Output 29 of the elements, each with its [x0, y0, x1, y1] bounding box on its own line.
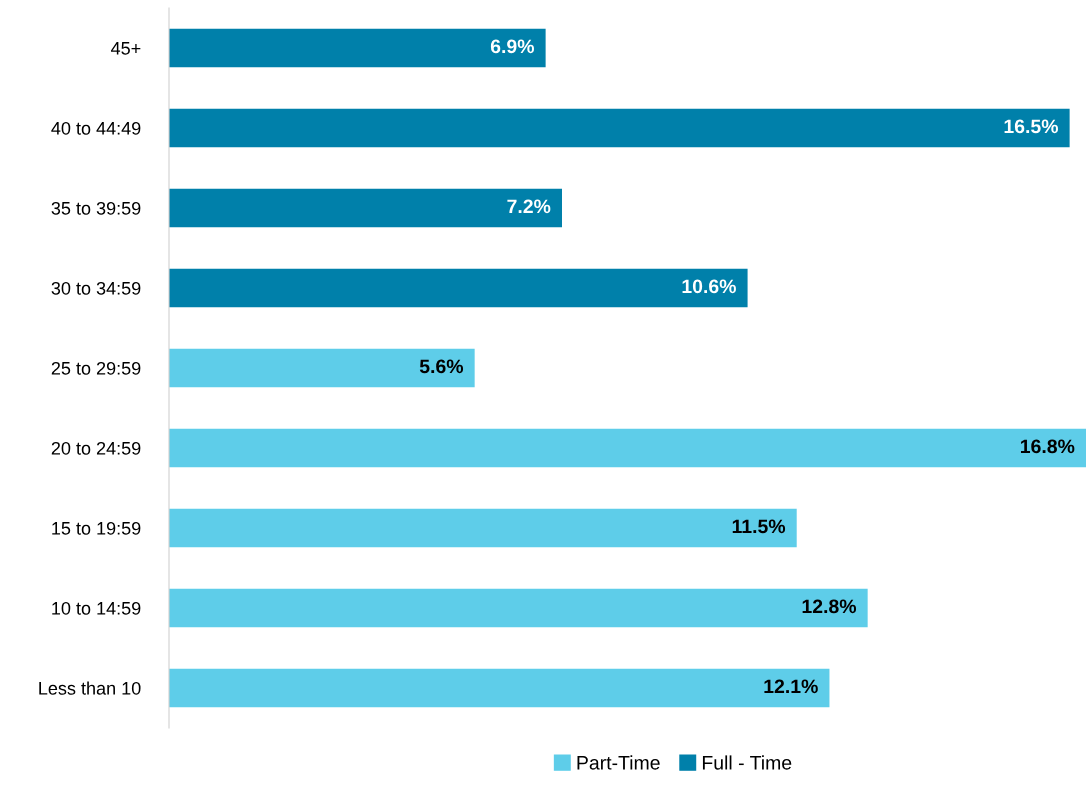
y-tick-label: 30 to 34:59 — [51, 281, 141, 295]
bar — [169, 428, 1086, 468]
data-label: 16.8% — [1020, 439, 1075, 454]
data-label: 7.2% — [507, 199, 551, 214]
y-tick-label: 20 to 24:59 — [51, 441, 141, 455]
data-label: 12.1% — [764, 679, 818, 694]
data-label: 16.5% — [1004, 119, 1058, 134]
data-label: 5.6% — [419, 359, 464, 374]
bar — [169, 508, 797, 548]
legend-label: Part-Time — [577, 755, 660, 770]
bar — [169, 28, 546, 68]
data-label: 11.5% — [732, 519, 786, 534]
bar — [169, 188, 562, 228]
data-label: 6.9% — [490, 39, 534, 54]
data-label: 12.8% — [802, 599, 857, 614]
legend-label: Full - Time — [702, 755, 792, 770]
bar — [169, 268, 748, 308]
bar — [169, 588, 868, 628]
data-label: 10.6% — [682, 279, 736, 294]
y-tick-label: 25 to 29:59 — [51, 361, 141, 375]
y-tick-label: 40 to 44:49 — [51, 121, 141, 135]
y-tick-label: 45+ — [111, 42, 141, 55]
y-tick-label: 35 to 39:59 — [51, 201, 141, 215]
bar — [169, 108, 1070, 148]
bar — [169, 348, 475, 388]
y-tick-label: 10 to 14:59 — [52, 601, 141, 615]
bar — [169, 668, 830, 708]
y-tick-label: Less than 10 — [39, 681, 141, 695]
y-tick-label: 15 to 19:59 — [52, 521, 141, 535]
